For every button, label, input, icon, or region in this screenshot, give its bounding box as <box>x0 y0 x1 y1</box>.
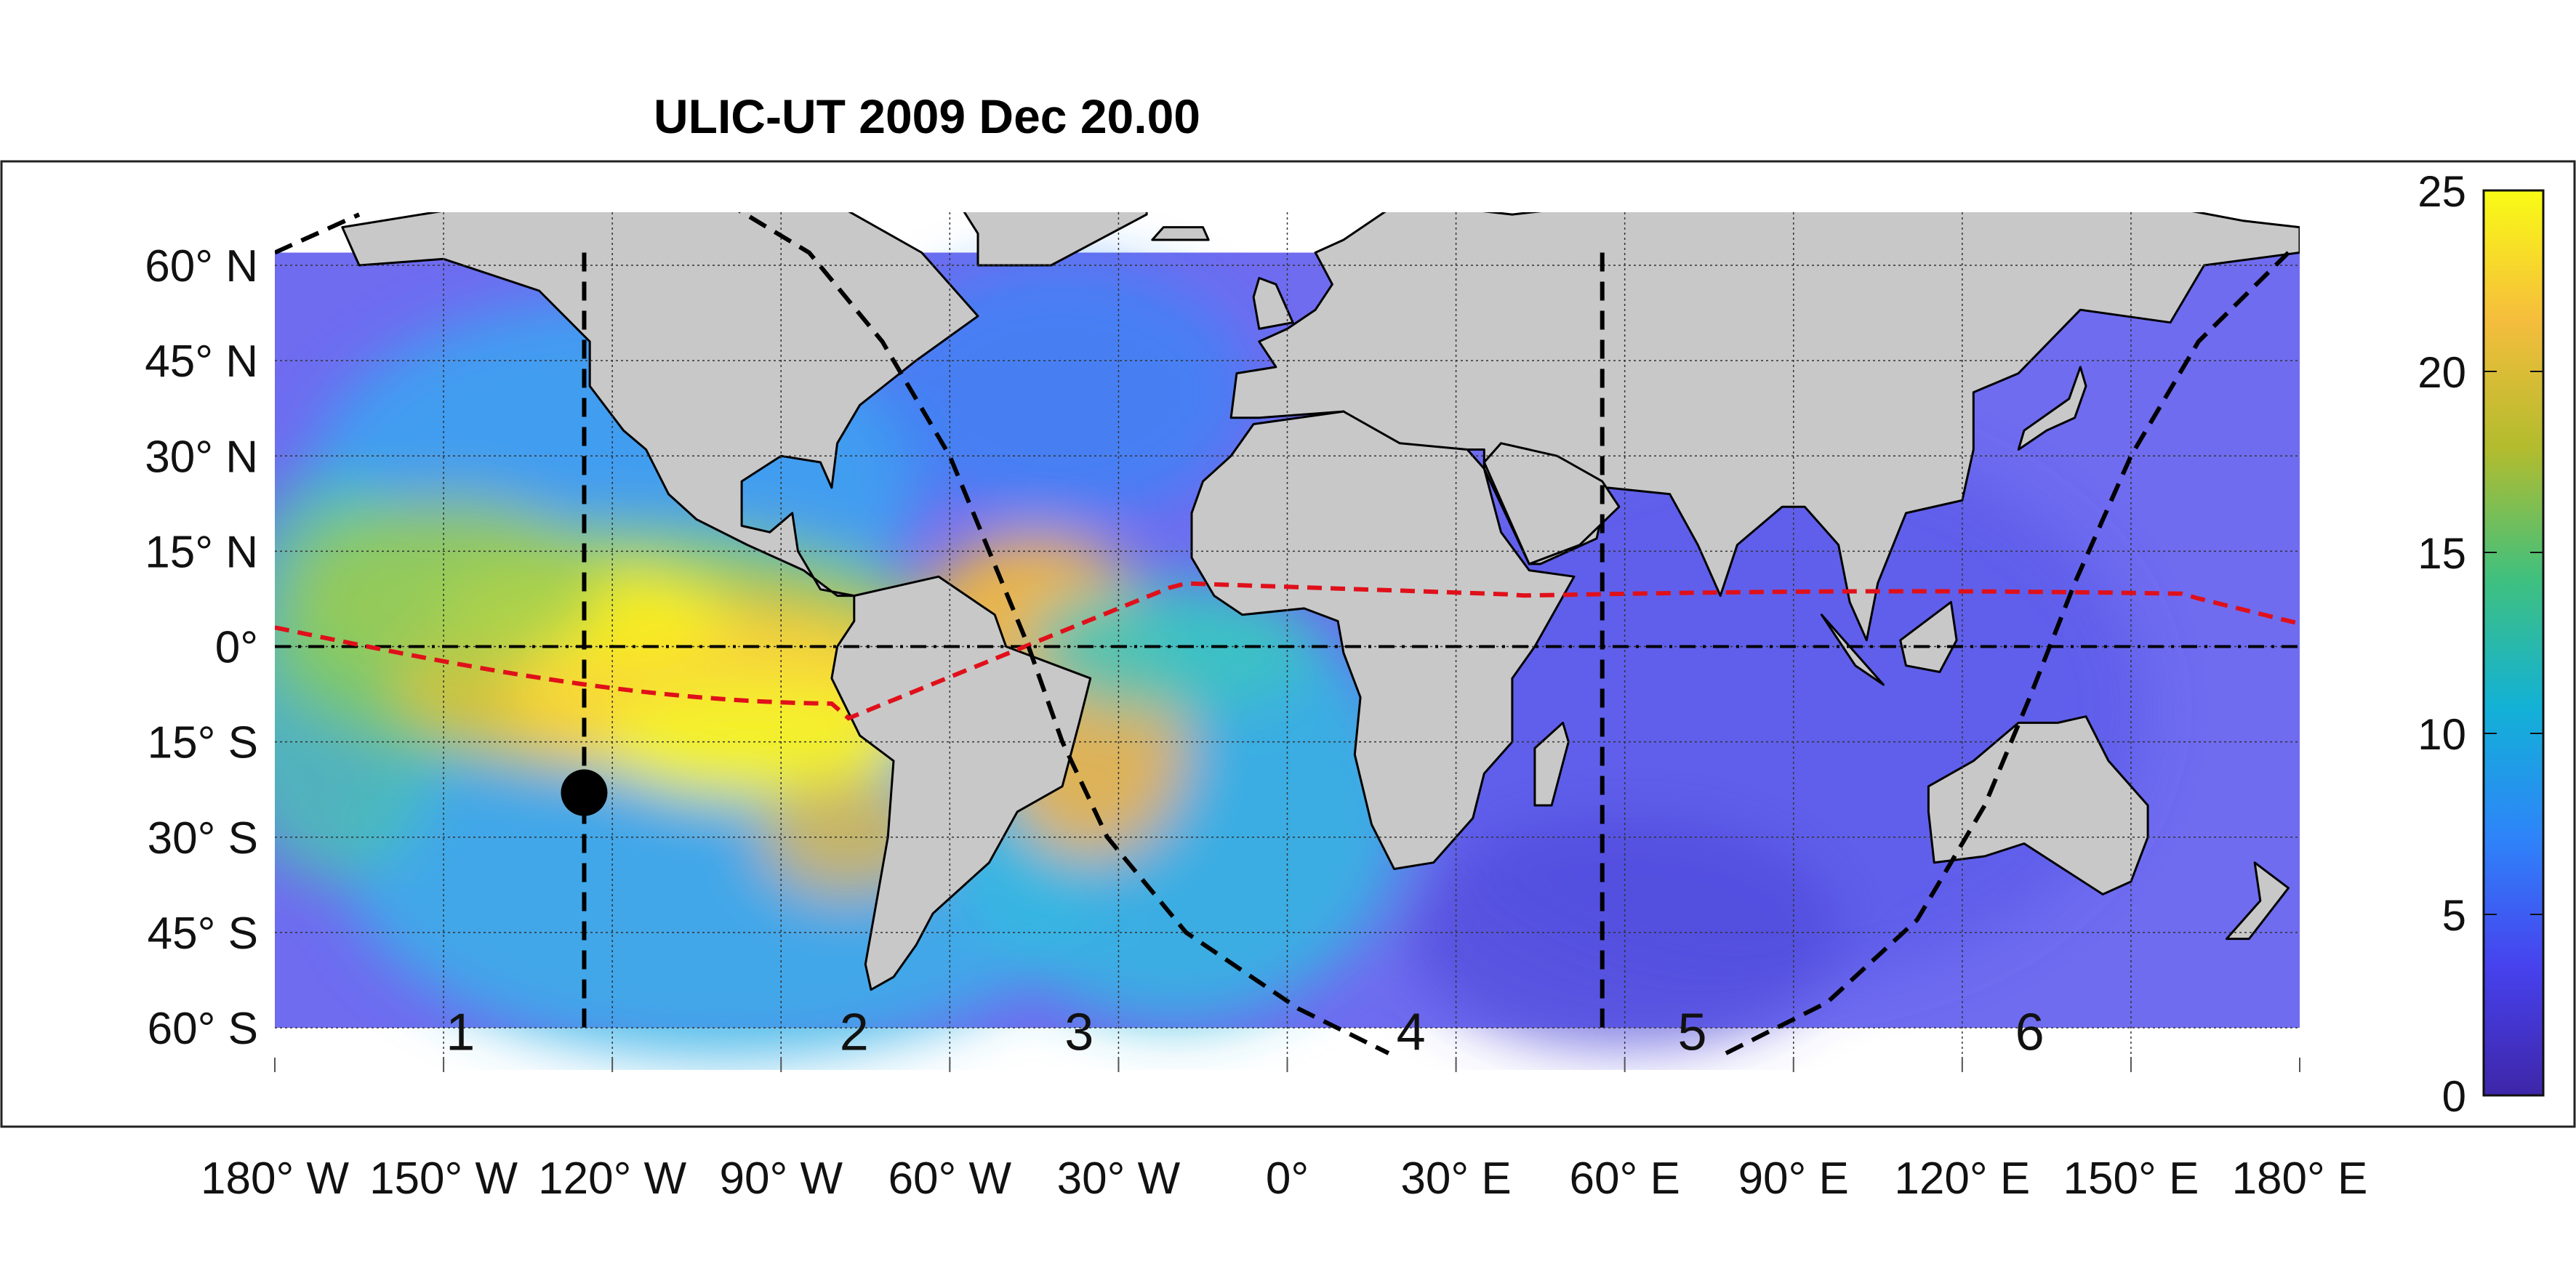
lon-tick-label: 60° E <box>1569 1154 1680 1204</box>
lat-tick-label: 0° <box>215 623 258 673</box>
subsolar-marker <box>561 769 608 816</box>
colorbar-tick-label: 10 <box>2417 710 2466 759</box>
lon-tick-label: 120° E <box>1894 1154 2030 1204</box>
region-label: 6 <box>2015 1004 2045 1062</box>
land-polygon <box>1927 715 2149 895</box>
region-label: 5 <box>1677 1004 1706 1062</box>
land-polygon <box>1151 226 1210 241</box>
lat-tick-label: 30° S <box>148 813 258 864</box>
lon-tick-label: 180° E <box>2232 1154 2368 1204</box>
land-polygon <box>1482 442 1621 565</box>
axes-frame <box>0 160 2576 1128</box>
land-polygon <box>1229 212 2300 642</box>
land-polygon <box>1252 277 1294 330</box>
land-masses <box>341 212 2300 991</box>
region-label: 2 <box>840 1004 869 1062</box>
land-polygon <box>1190 410 1576 870</box>
terminator-curve <box>275 212 361 255</box>
lon-tick-label: 150° W <box>369 1154 518 1204</box>
lat-tick-label: 15° S <box>148 718 258 768</box>
land-polygon <box>1820 613 1885 686</box>
land-polygon <box>341 212 979 597</box>
field-blob <box>284 496 604 671</box>
colorbar-tick-label: 5 <box>2442 891 2466 940</box>
region-label: 1 <box>446 1004 475 1062</box>
colorbar-tick-label: 25 <box>2417 167 2466 216</box>
region-labels: 1 2 3 4 5 6 <box>446 1004 2044 1062</box>
lon-tick-label: 150° E <box>2063 1154 2199 1204</box>
lat-tick-label: 45° N <box>145 337 258 387</box>
colorbar-tick-label: 15 <box>2417 529 2466 578</box>
longitude-ticks <box>274 1058 2300 1072</box>
land-polygon <box>2017 366 2087 451</box>
lon-tick-label: 180° W <box>201 1154 349 1204</box>
lon-tick-label: 30° W <box>1057 1154 1181 1204</box>
field-blob <box>600 683 906 800</box>
lon-tick-label: 90° E <box>1738 1154 1849 1204</box>
lat-tick-label: 60° N <box>145 241 258 291</box>
lat-tick-label: 60° S <box>148 1004 258 1054</box>
colorbar-tick-label: 20 <box>2417 348 2466 397</box>
lon-tick-label: 120° W <box>538 1154 686 1204</box>
figure-title: ULIC-UT 2009 Dec 20.00 <box>653 89 1200 143</box>
land-polygon <box>1533 721 1570 807</box>
region-label: 3 <box>1064 1004 1094 1062</box>
terminator-curve <box>737 212 1390 1055</box>
lat-tick-label: 15° N <box>145 527 258 577</box>
lon-tick-label: 60° W <box>888 1154 1012 1204</box>
red-dashed-path <box>275 581 2300 721</box>
land-polygon <box>1899 600 1958 673</box>
lon-tick-label: 0° <box>1266 1154 1309 1204</box>
field-blob <box>873 261 1252 523</box>
latitude-labels: 60° N 45° N 30° N 15° N 0° 15° S 30° S 45° S 60°… <box>145 241 258 1054</box>
overlay-lines <box>275 212 2300 1055</box>
longitude-labels: 180° W 150° W 120° W 90° W 60° W 30° W 0° 30° E… <box>201 1154 2367 1204</box>
colorbar-ticks: 0 5 10 15 20 25 <box>2417 167 2543 1121</box>
land-polygon <box>963 212 1148 267</box>
colorbar-tick-label: 0 <box>2442 1072 2466 1121</box>
lat-tick-label: 45° S <box>148 909 258 959</box>
lon-tick-label: 90° W <box>719 1154 843 1204</box>
lat-tick-label: 30° N <box>145 432 258 482</box>
graticule <box>275 212 2300 1070</box>
region-label: 4 <box>1397 1004 1426 1062</box>
land-polygon <box>2225 861 2290 941</box>
terminator-curve <box>1725 251 2290 1055</box>
colorbar <box>2482 189 2545 1097</box>
lon-tick-label: 30° E <box>1400 1154 1511 1204</box>
